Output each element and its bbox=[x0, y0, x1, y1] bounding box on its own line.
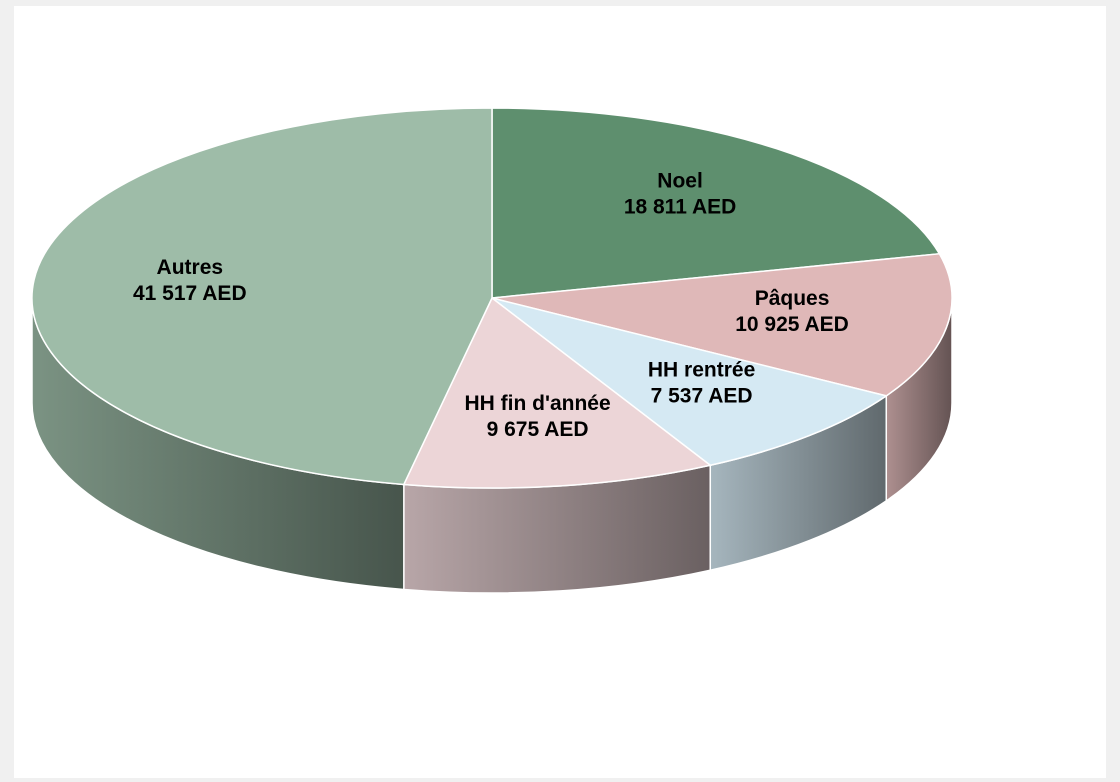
slice-value: 9 675 AED bbox=[487, 418, 589, 441]
slice-label: HH rentrée 7 537 AED bbox=[648, 359, 755, 408]
pie-slice bbox=[402, 296, 712, 489]
slice-value: 41 517 AED bbox=[133, 282, 247, 305]
slice-category: Noel bbox=[657, 170, 703, 193]
pie-slice bbox=[31, 107, 493, 486]
pie-slice bbox=[491, 107, 941, 299]
slice-label: HH fin d'année 9 675 AED bbox=[464, 392, 610, 441]
slice-value: 7 537 AED bbox=[651, 385, 753, 408]
slice-label: Noel 18 811 AED bbox=[624, 170, 736, 219]
pie-slice bbox=[491, 297, 889, 467]
slice-value: 18 811 AED bbox=[624, 196, 736, 219]
slice-category: HH fin d'année bbox=[464, 392, 610, 415]
slice-category: Autres bbox=[157, 256, 224, 279]
slice-label: Pâques 10 925 AED bbox=[735, 287, 849, 336]
slice-category: HH rentrée bbox=[648, 359, 755, 382]
slice-category: Pâques bbox=[755, 287, 830, 310]
pie-slice bbox=[491, 253, 953, 397]
slice-value: 10 925 AED bbox=[735, 313, 849, 336]
slice-label: Autres 41 517 AED bbox=[133, 256, 247, 305]
